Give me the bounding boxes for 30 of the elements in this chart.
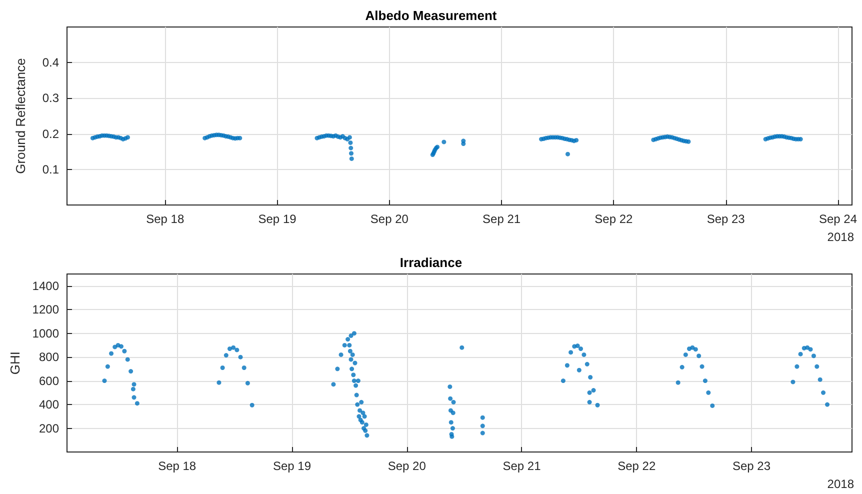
x-tick-label: Sep 21 bbox=[482, 212, 521, 226]
y-tick-label: 1000 bbox=[32, 326, 60, 340]
y-axis-title: Ground Reflectance bbox=[13, 58, 28, 174]
x-tick-label: Sep 19 bbox=[272, 459, 312, 473]
x-tick-label: Sep 18 bbox=[158, 459, 196, 473]
x-tick-label: Sep 23 bbox=[732, 459, 771, 473]
y-tick-label: 0.4 bbox=[42, 56, 60, 70]
text: 2018 bbox=[827, 230, 854, 244]
text: 2018 bbox=[827, 477, 854, 491]
chart-title: Irradiance bbox=[400, 255, 462, 270]
chart-title: Albedo Measurement bbox=[365, 8, 498, 23]
x-tick-label: Sep 23 bbox=[706, 212, 746, 226]
x-tick-label: Sep 20 bbox=[388, 459, 426, 473]
y-tick-label: 800 bbox=[38, 350, 60, 364]
y-tick-label: 400 bbox=[38, 398, 60, 412]
x-tick-label: Sep 18 bbox=[146, 212, 184, 226]
y-axis-title: GHI bbox=[7, 351, 22, 375]
y-tick-label: 1400 bbox=[32, 278, 60, 293]
x-tick-label: Sep 22 bbox=[594, 212, 634, 226]
y-tick-label: 600 bbox=[38, 374, 60, 388]
x-tick-label: Sep 24 bbox=[818, 212, 858, 226]
x-tick-label: Sep 22 bbox=[618, 459, 656, 473]
y-tick-label: 1200 bbox=[32, 302, 60, 317]
y-tick-label: 0.1 bbox=[42, 162, 60, 176]
y-tick-label: 0.2 bbox=[42, 126, 60, 141]
y-tick-label: 200 bbox=[38, 421, 60, 436]
x-tick-label: Sep 20 bbox=[370, 212, 409, 226]
y-tick-label: 0.3 bbox=[42, 91, 60, 106]
x-tick-label: Sep 19 bbox=[258, 212, 297, 226]
x-tick-label: Sep 21 bbox=[502, 459, 542, 473]
